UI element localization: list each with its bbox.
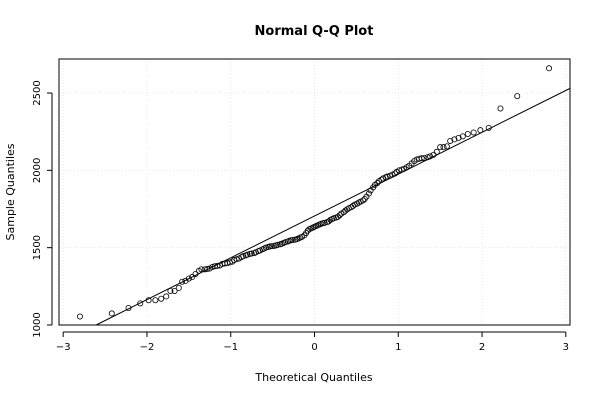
- data-point: [152, 297, 159, 304]
- x-tick-label: 2: [479, 342, 485, 353]
- y-tick-label: 2000: [32, 158, 43, 183]
- x-tick-label: −2: [140, 342, 155, 353]
- data-point: [204, 266, 211, 273]
- data-point: [433, 148, 440, 155]
- data-point: [384, 173, 391, 180]
- data-point: [360, 197, 367, 204]
- data-point: [418, 155, 425, 162]
- data-point: [334, 213, 341, 220]
- y-tick-label: 2500: [32, 80, 43, 105]
- data-point: [248, 250, 255, 257]
- data-point: [330, 215, 337, 222]
- data-point: [430, 151, 437, 158]
- data-point: [244, 251, 251, 258]
- data-point: [171, 287, 178, 294]
- data-point: [451, 136, 458, 143]
- data-point: [289, 236, 296, 243]
- data-point: [167, 287, 174, 294]
- data-point: [424, 154, 431, 161]
- data-point: [198, 266, 205, 273]
- plot-frame: [58, 58, 571, 326]
- x-tick-label: −1: [223, 342, 238, 353]
- data-point: [179, 278, 186, 285]
- x-tick-label: 3: [563, 342, 569, 353]
- data-point: [321, 219, 328, 226]
- data-point: [125, 304, 132, 311]
- data-point: [485, 124, 492, 131]
- y-axis-label: Sample Quantiles: [4, 143, 17, 240]
- data-point: [365, 190, 372, 197]
- data-point: [192, 270, 199, 277]
- data-point: [262, 244, 269, 251]
- data-point: [391, 170, 398, 177]
- data-point: [108, 310, 115, 317]
- data-point: [398, 166, 405, 173]
- data-point: [189, 274, 196, 281]
- x-tick-label: 1: [395, 342, 401, 353]
- data-point: [440, 144, 447, 151]
- data-point: [447, 137, 454, 144]
- x-axis: −3 −2 −1 0 1 2 3: [56, 331, 569, 353]
- data-point: [497, 105, 504, 112]
- data-point: [455, 134, 462, 141]
- data-point: [163, 293, 170, 300]
- data-point: [374, 180, 381, 187]
- x-tick-label: 0: [311, 342, 317, 353]
- data-point: [354, 200, 361, 207]
- data-point: [137, 300, 144, 307]
- data-point: [158, 295, 165, 302]
- data-point: [459, 133, 466, 140]
- y-tick-label: 1500: [32, 235, 43, 260]
- chart-title: Normal Q-Q Plot: [255, 24, 374, 39]
- data-point: [546, 65, 553, 72]
- data-point: [214, 262, 221, 269]
- data-point: [443, 143, 450, 150]
- data-point: [470, 129, 477, 136]
- data-point: [336, 212, 343, 219]
- data-points-layer: [76, 65, 553, 320]
- data-point: [185, 275, 192, 282]
- data-point: [514, 93, 521, 100]
- data-point: [282, 239, 289, 246]
- data-point: [437, 144, 444, 151]
- data-point: [477, 127, 484, 134]
- data-point: [145, 297, 152, 304]
- data-point: [268, 243, 275, 250]
- data-point: [421, 154, 428, 161]
- data-point: [274, 241, 281, 248]
- data-point: [175, 284, 182, 291]
- data-point: [464, 131, 471, 138]
- data-point: [240, 253, 247, 260]
- y-tick-label: 1000: [32, 312, 43, 337]
- data-point: [427, 153, 434, 160]
- data-point: [76, 313, 83, 320]
- y-axis: 1000 1500 2000 2500: [32, 80, 53, 338]
- x-tick-label: −3: [56, 342, 71, 353]
- x-axis-label: Theoretical Quantiles: [254, 371, 372, 384]
- data-point: [233, 256, 240, 263]
